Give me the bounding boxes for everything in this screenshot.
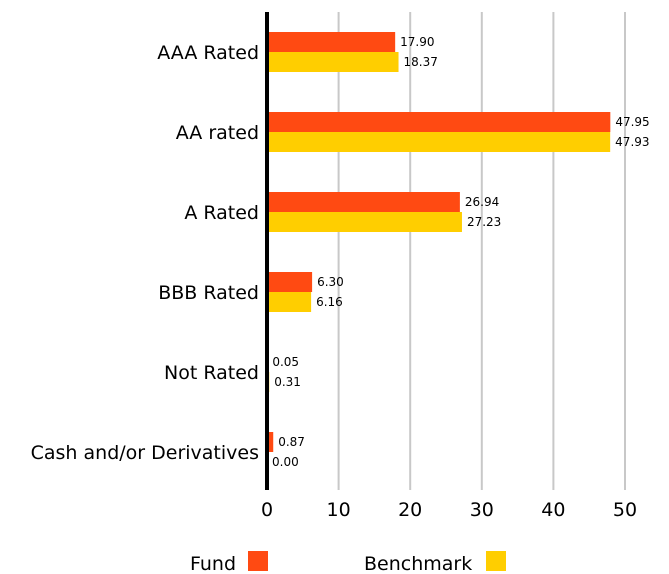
data-label-benchmark-3: 6.16 (316, 295, 343, 309)
legend-swatch-fund (248, 551, 268, 571)
category-label-3: BBB Rated (158, 282, 259, 304)
x-tick-label-40: 40 (541, 499, 565, 521)
data-label-fund-5: 0.87 (278, 435, 305, 449)
category-label-4: Not Rated (164, 362, 259, 384)
category-label-0: AAA Rated (157, 42, 259, 64)
x-tick-label-0: 0 (261, 499, 273, 521)
data-label-fund-4: 0.05 (272, 355, 299, 369)
bar-fund-1 (267, 112, 611, 132)
data-label-benchmark-1: 47.93 (615, 135, 649, 149)
legend-swatch-benchmark (486, 551, 506, 571)
data-label-benchmark-0: 18.37 (404, 55, 438, 69)
bar-fund-5 (267, 432, 274, 452)
data-label-benchmark-5: 0.00 (272, 455, 299, 469)
data-label-benchmark-4: 0.31 (274, 375, 301, 389)
bar-benchmark-3 (267, 292, 312, 312)
legend-label-fund: Fund (190, 553, 236, 574)
data-label-fund-3: 6.30 (317, 275, 344, 289)
bar-fund-3 (267, 272, 313, 292)
x-tick-label-30: 30 (470, 499, 494, 521)
bar-fund-2 (267, 192, 460, 212)
data-label-fund-1: 47.95 (615, 115, 649, 129)
x-tick-label-10: 10 (327, 499, 351, 521)
bar-benchmark-1 (267, 132, 611, 152)
category-label-1: AA rated (176, 122, 259, 144)
legend-label-benchmark: Benchmark (364, 553, 472, 574)
bar-benchmark-0 (267, 52, 399, 72)
category-label-2: A Rated (184, 202, 259, 224)
category-label-5: Cash and/or Derivatives (31, 442, 259, 464)
data-label-fund-2: 26.94 (465, 195, 499, 209)
x-tick-label-20: 20 (398, 499, 422, 521)
x-tick-label-50: 50 (613, 499, 637, 521)
data-label-benchmark-2: 27.23 (467, 215, 501, 229)
bar-benchmark-2 (267, 212, 462, 232)
bar-fund-0 (267, 32, 396, 52)
data-label-fund-0: 17.90 (400, 35, 434, 49)
